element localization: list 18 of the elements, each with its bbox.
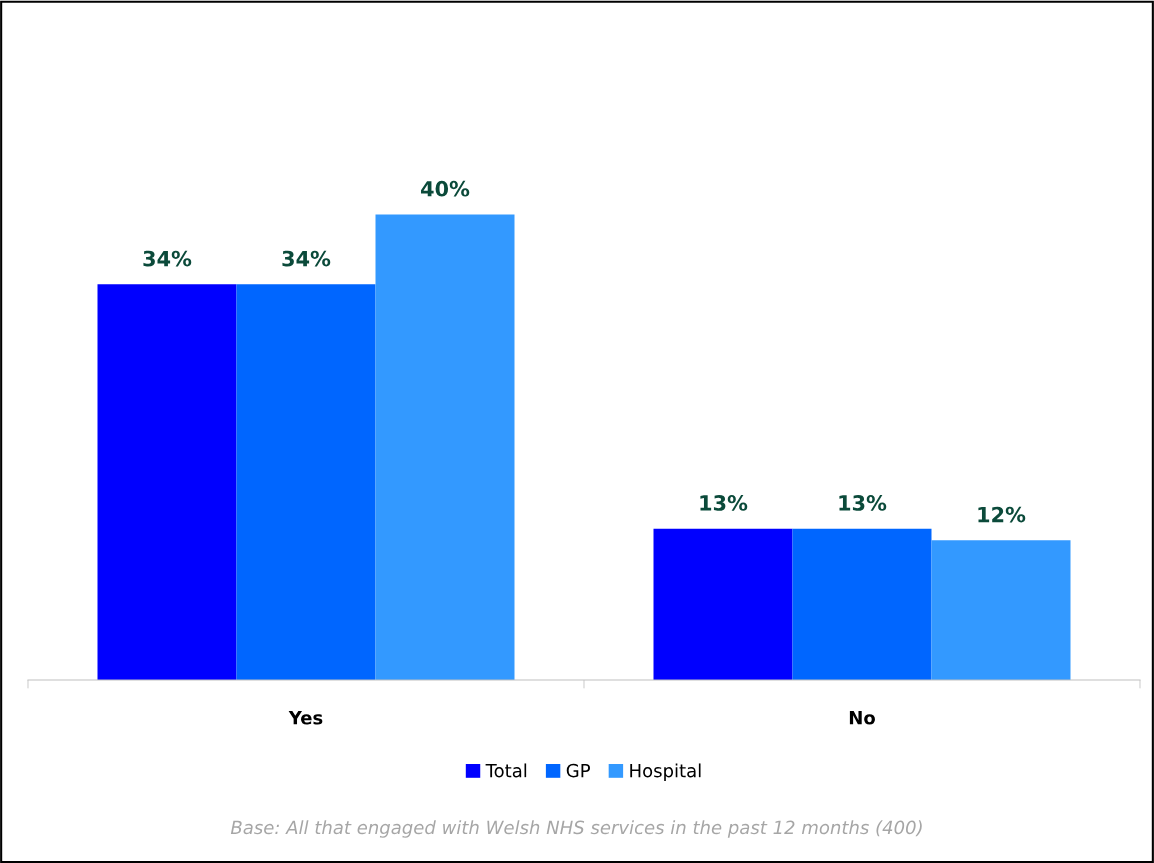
bar xyxy=(375,214,515,680)
text: Base: All that engaged with Welsh NHS services in the past 12 months (400) xyxy=(230,820,922,838)
bar xyxy=(97,284,237,680)
data-label: 13% xyxy=(839,495,887,511)
data-label: 40% xyxy=(421,180,470,197)
data-label: 34% xyxy=(143,250,192,267)
x-tick-label: Yes xyxy=(288,711,323,725)
bar xyxy=(236,284,376,680)
data-label: 12% xyxy=(978,506,1026,523)
bar xyxy=(792,528,932,680)
bar xyxy=(653,528,793,680)
bar xyxy=(931,540,1071,680)
data-label: 13% xyxy=(700,495,748,511)
legend-label: GP xyxy=(566,763,590,778)
legend-label: Hospital xyxy=(630,763,701,781)
x-tick-label: No xyxy=(849,711,875,725)
legend-label: Total xyxy=(485,763,527,778)
data-label: 34% xyxy=(282,250,331,267)
